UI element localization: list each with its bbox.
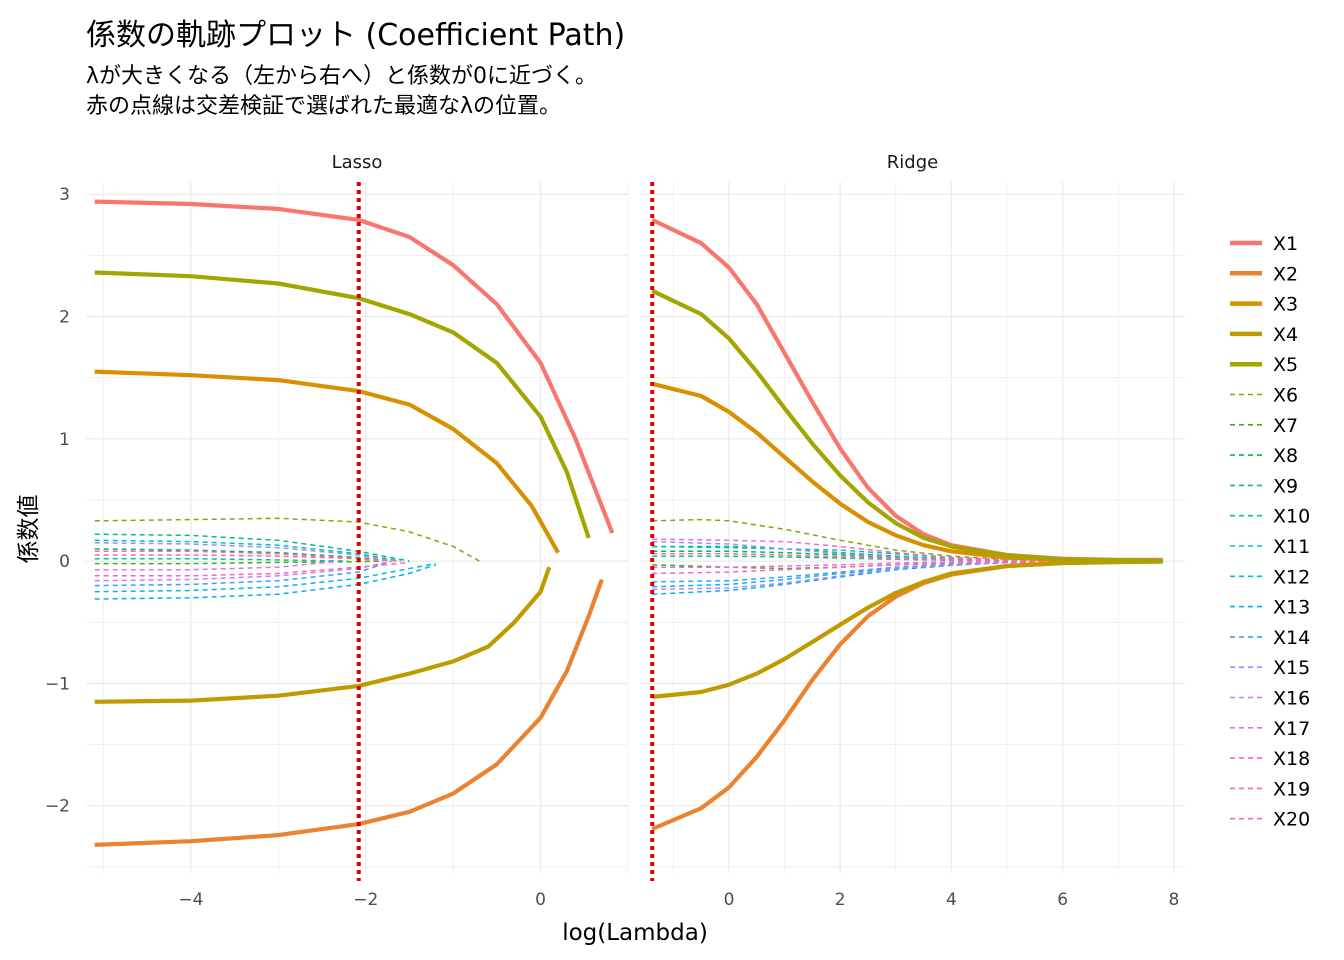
panel-lasso: Lasso −4 −2 0 (86, 152, 629, 910)
series-line-x9 (94, 533, 410, 562)
x-tick-label: −2 (353, 890, 378, 910)
legend-label: X2 (1273, 263, 1298, 285)
legend-label: X1 (1273, 233, 1298, 255)
y-tick-label: 3 (59, 185, 70, 205)
series-line-x6 (652, 518, 1163, 562)
legend-label: X6 (1273, 385, 1298, 407)
x-tick-label: 6 (1057, 890, 1068, 910)
y-tick-label: 2 (59, 308, 70, 328)
panel-ridge: Ridge 0 2 4 6 8 (640, 152, 1185, 910)
series-line-x11 (94, 539, 401, 562)
legend-label: X14 (1273, 627, 1310, 649)
subtitle-line-2: 赤の点線は交差検証で選ばれた最適なλの位置。 (86, 94, 562, 119)
series-line-x15 (94, 542, 393, 562)
legend-label: X8 (1273, 445, 1298, 467)
series-line-x7 (94, 560, 384, 565)
legend-label: X15 (1273, 657, 1310, 679)
series-line-x3 (651, 381, 1163, 563)
series-line-x20 (94, 554, 401, 562)
legend-label: X19 (1273, 778, 1310, 800)
x-tick-label: 2 (835, 890, 846, 910)
x-tick-label: 0 (724, 890, 735, 910)
series-line-x13 (94, 564, 436, 600)
legend-label: X16 (1273, 688, 1310, 710)
y-tick-label: 1 (59, 430, 70, 450)
chart-title: 係数の軌跡プロット (Coefficient Path) (86, 18, 626, 53)
legend-label: X10 (1273, 506, 1310, 528)
legend-label: X5 (1273, 354, 1298, 376)
series-line-x14 (94, 560, 393, 587)
legend-label: X7 (1273, 415, 1298, 437)
y-tick-label: −1 (45, 674, 70, 694)
series-line-x17 (94, 560, 340, 571)
series-line-x4 (651, 559, 1163, 699)
legend-label: X3 (1273, 294, 1298, 316)
x-tick-label: 0 (535, 890, 546, 910)
series-line-x5 (651, 288, 1163, 563)
legend-label: X11 (1273, 536, 1310, 558)
series-line-x20 (652, 553, 1163, 562)
legend-label: X20 (1273, 809, 1310, 831)
chart-subtitle: λが大きくなる（左から右へ）と係数が0に近づく。 赤の点線は交差検証で選ばれた最… (86, 62, 597, 122)
y-tick-label: −2 (45, 797, 70, 817)
series-line-x2 (94, 578, 604, 847)
series-line-x5 (94, 270, 591, 539)
series-line-x12 (94, 562, 436, 593)
x-axis-title: log(Lambda) (562, 920, 708, 946)
legend: X1 X2 X3 X4 X5 X6 X7 X8 X9 X10 X11 X12 X13 X14 X15 X16 X… (1230, 233, 1310, 831)
series-line-x16 (94, 560, 393, 582)
y-tick-label: 0 (59, 552, 70, 572)
panel-label: Lasso (332, 152, 383, 173)
y-axis-title: 係数値 (16, 495, 42, 564)
series-line-x3 (94, 369, 560, 554)
series-line-x19 (94, 561, 410, 577)
series-line-x8 (94, 548, 393, 562)
series-line-x19 (652, 560, 1163, 575)
legend-label: X4 (1273, 324, 1298, 346)
x-tick-label: −4 (178, 890, 203, 910)
subtitle-line-1: λが大きくなる（左から右へ）と係数が0に近づく。 (86, 64, 598, 89)
legend-label: X18 (1273, 748, 1310, 770)
series-line-x4 (94, 566, 552, 704)
series-line-x10 (94, 557, 349, 562)
legend-label: X17 (1273, 718, 1310, 740)
x-tick-label: 4 (946, 890, 957, 910)
legend-label: X13 (1273, 597, 1310, 619)
panel-label: Ridge (887, 152, 938, 173)
legend-label: X9 (1273, 475, 1298, 497)
legend-label: X12 (1273, 566, 1310, 588)
series-line-x1 (94, 199, 615, 534)
x-tick-label: 8 (1168, 890, 1179, 910)
series-line-x13 (652, 560, 1163, 595)
